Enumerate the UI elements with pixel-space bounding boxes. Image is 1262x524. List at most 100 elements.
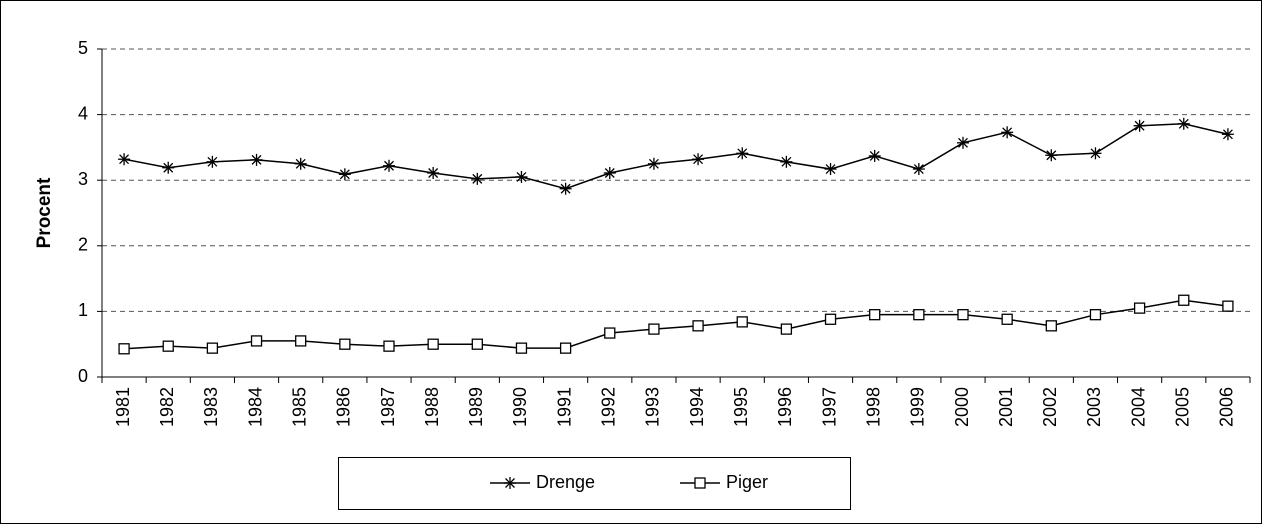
star-stroke xyxy=(384,160,394,171)
square-marker xyxy=(515,342,528,354)
square-shape xyxy=(383,340,395,352)
star-marker xyxy=(603,166,616,179)
y-tick-label: 0 xyxy=(78,366,88,386)
star-stroke xyxy=(1222,129,1233,140)
square-shape xyxy=(559,342,572,354)
x-tick-label: 1999 xyxy=(908,387,928,427)
star-marker xyxy=(515,170,528,183)
star-stroke xyxy=(163,162,174,173)
x-tick-label: 1988 xyxy=(422,387,442,427)
star-stroke xyxy=(119,154,130,165)
star-marker xyxy=(471,172,484,185)
star-stroke xyxy=(472,173,483,184)
star-marker xyxy=(427,166,440,179)
square-shape xyxy=(869,309,881,321)
star-stroke xyxy=(825,164,836,175)
x-tick-label: 1982 xyxy=(157,387,177,427)
y-tick-label: 5 xyxy=(78,38,88,58)
square-shape xyxy=(648,323,660,335)
series-line xyxy=(124,299,1229,350)
star-marker xyxy=(824,163,837,176)
star-marker xyxy=(559,182,572,195)
star-marker xyxy=(957,136,969,149)
square-marker xyxy=(383,340,395,352)
square-marker xyxy=(1178,294,1190,306)
square-shape xyxy=(1222,300,1234,312)
x-tick-label: 1991 xyxy=(554,387,574,427)
square-marker xyxy=(295,335,307,347)
x-tick-label: 1993 xyxy=(643,387,663,427)
star-stroke xyxy=(505,478,515,488)
square-marker xyxy=(1089,309,1102,321)
star-marker xyxy=(338,168,351,181)
square-shape xyxy=(471,338,483,350)
square-shape xyxy=(206,342,219,354)
square-marker xyxy=(648,323,660,335)
y-axis-label: Procent xyxy=(34,177,55,248)
star-marker xyxy=(1177,117,1190,130)
square-shape xyxy=(250,335,263,347)
x-tick-label: 1994 xyxy=(687,387,707,427)
legend-label: Piger xyxy=(726,472,768,492)
square-marker xyxy=(824,313,837,325)
square-marker xyxy=(780,323,793,335)
square-marker xyxy=(206,342,219,354)
square-shape xyxy=(1089,309,1102,321)
star-stroke xyxy=(1134,120,1145,131)
square-shape xyxy=(295,335,307,347)
star-marker xyxy=(118,153,131,166)
x-tick-label: 1984 xyxy=(245,387,265,427)
x-tick-label: 1990 xyxy=(510,387,530,427)
square-marker xyxy=(694,477,706,489)
square-shape xyxy=(1045,320,1057,332)
star-marker xyxy=(1045,149,1058,162)
x-tick-label: 2000 xyxy=(952,387,972,427)
y-tick-label: 3 xyxy=(78,169,88,189)
legend-box xyxy=(338,457,851,510)
square-marker xyxy=(736,316,748,328)
square-marker xyxy=(1045,320,1057,332)
star-marker xyxy=(1221,128,1234,141)
square-marker xyxy=(604,327,616,339)
star-stroke xyxy=(207,156,218,167)
star-stroke xyxy=(1178,118,1189,129)
x-tick-label: 1995 xyxy=(731,387,751,427)
square-shape xyxy=(913,309,925,321)
star-stroke xyxy=(428,168,439,178)
square-marker xyxy=(869,309,881,321)
square-shape xyxy=(824,313,837,325)
x-tick-label: 2001 xyxy=(996,387,1016,427)
star-marker xyxy=(1133,119,1146,132)
star-marker xyxy=(912,163,925,176)
x-tick-label: 1981 xyxy=(113,387,133,427)
x-tick-label: 2004 xyxy=(1128,387,1148,427)
square-shape xyxy=(694,477,706,489)
square-shape xyxy=(1178,294,1190,306)
star-stroke xyxy=(869,150,880,161)
star-marker xyxy=(294,157,307,170)
star-stroke xyxy=(1002,127,1013,138)
square-marker xyxy=(471,338,483,350)
star-marker xyxy=(1089,147,1102,160)
star-stroke xyxy=(295,158,306,169)
square-shape xyxy=(162,340,174,352)
star-stroke xyxy=(781,156,792,167)
star-stroke xyxy=(516,171,527,182)
star-stroke xyxy=(737,148,748,159)
square-marker xyxy=(339,338,351,350)
x-tick-label: 1997 xyxy=(819,387,839,427)
square-shape xyxy=(1133,302,1146,314)
star-stroke xyxy=(693,154,704,165)
square-marker xyxy=(692,320,704,332)
square-marker xyxy=(913,309,925,321)
star-marker xyxy=(250,153,263,166)
square-marker xyxy=(162,340,174,352)
x-tick-label: 2003 xyxy=(1084,387,1104,427)
y-tick-label: 4 xyxy=(78,103,88,123)
star-stroke xyxy=(560,183,571,194)
x-tick-label: 2005 xyxy=(1173,387,1193,427)
square-shape xyxy=(118,343,130,355)
star-marker xyxy=(162,161,175,174)
star-marker xyxy=(780,155,793,168)
